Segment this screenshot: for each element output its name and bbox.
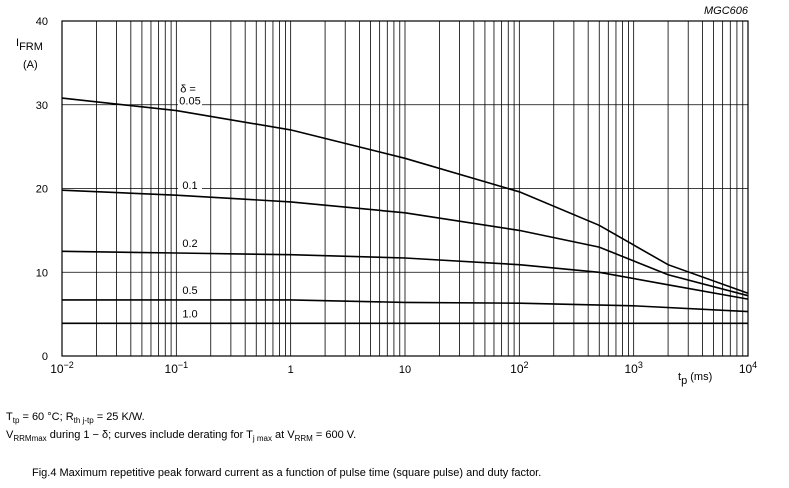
y-axis-unit: (A) <box>23 59 38 71</box>
y-axis-sub: FRM <box>19 41 43 53</box>
y-tick-label: 20 <box>36 184 48 196</box>
delta-label: δ = <box>180 84 196 96</box>
label-bg <box>178 180 202 192</box>
x-tick-label: 10 <box>399 364 411 376</box>
note-text: = 60 °C; R <box>19 411 73 423</box>
y-axis-main: I <box>16 37 19 49</box>
x-tick-base: 10 <box>739 362 753 376</box>
label-bg <box>178 308 202 320</box>
curve <box>61 97 749 294</box>
note-text: during 1 − δ; curves include derating fo… <box>47 429 253 441</box>
label-bg <box>178 284 202 296</box>
note-sub: tp <box>13 416 20 425</box>
legend-label: 1.0 <box>182 308 197 320</box>
x-tick-label: 103 <box>624 360 642 376</box>
x-tick-base: 10 <box>624 362 638 376</box>
x-axis-sub: p <box>681 375 687 387</box>
x-tick-base: 10 <box>510 362 524 376</box>
x-tick-exponent: −1 <box>178 360 188 370</box>
legend-label: 0.1 <box>182 180 197 192</box>
y-tick-label: 30 <box>36 100 48 112</box>
x-tick-exponent: 3 <box>638 360 643 370</box>
curve <box>62 299 749 313</box>
x-tick-base: 10 <box>165 362 179 376</box>
note-text: V <box>6 429 14 441</box>
x-axis-main: t <box>678 371 681 383</box>
x-axis-unit: (ms) <box>687 371 712 383</box>
note: VRRMmax during 1 − δ; curves include der… <box>6 429 356 443</box>
note-sub: RRM <box>295 434 314 443</box>
label-bg <box>178 95 202 107</box>
chart-code: MGC606 <box>704 5 749 17</box>
x-tick-base: 10 <box>50 362 64 376</box>
note-text: = 600 V. <box>313 429 356 441</box>
note-text: at V <box>272 429 295 441</box>
x-tick-exponent: 2 <box>524 360 529 370</box>
legend-label: 0.2 <box>182 238 197 250</box>
curve <box>61 250 749 300</box>
x-tick-label: 10−2 <box>50 360 74 376</box>
y-tick-label: 10 <box>36 267 48 279</box>
x-tick-exponent: −2 <box>64 360 74 370</box>
note-text: T <box>6 411 13 423</box>
note-sub: th j-tp <box>74 416 95 425</box>
legend-label: 0.5 <box>182 285 197 297</box>
x-tick-exponent: 4 <box>752 360 757 370</box>
caption: Fig.4 Maximum repetitive peak forward cu… <box>32 467 541 479</box>
legend-label: 0.05 <box>179 96 200 108</box>
label-bg <box>178 237 202 249</box>
note: Ttp = 60 °C; Rth j-tp = 25 K/W. <box>6 411 145 425</box>
note-sub: RRMmax <box>13 434 46 443</box>
y-axis-label: IFRM <box>16 37 43 53</box>
note-text: = 25 K/W. <box>94 411 145 423</box>
y-tick-label: 0 <box>42 351 48 363</box>
note-sub: j max <box>252 434 272 443</box>
curve <box>61 189 749 297</box>
x-tick-label: 104 <box>739 360 757 376</box>
x-tick-label: 10−1 <box>165 360 189 376</box>
x-tick-label: 102 <box>510 360 528 376</box>
plot-frame <box>61 20 749 357</box>
x-axis-label: tp (ms) <box>678 371 712 387</box>
y-tick-label: 40 <box>36 16 48 28</box>
x-tick-label: 1 <box>288 364 294 376</box>
